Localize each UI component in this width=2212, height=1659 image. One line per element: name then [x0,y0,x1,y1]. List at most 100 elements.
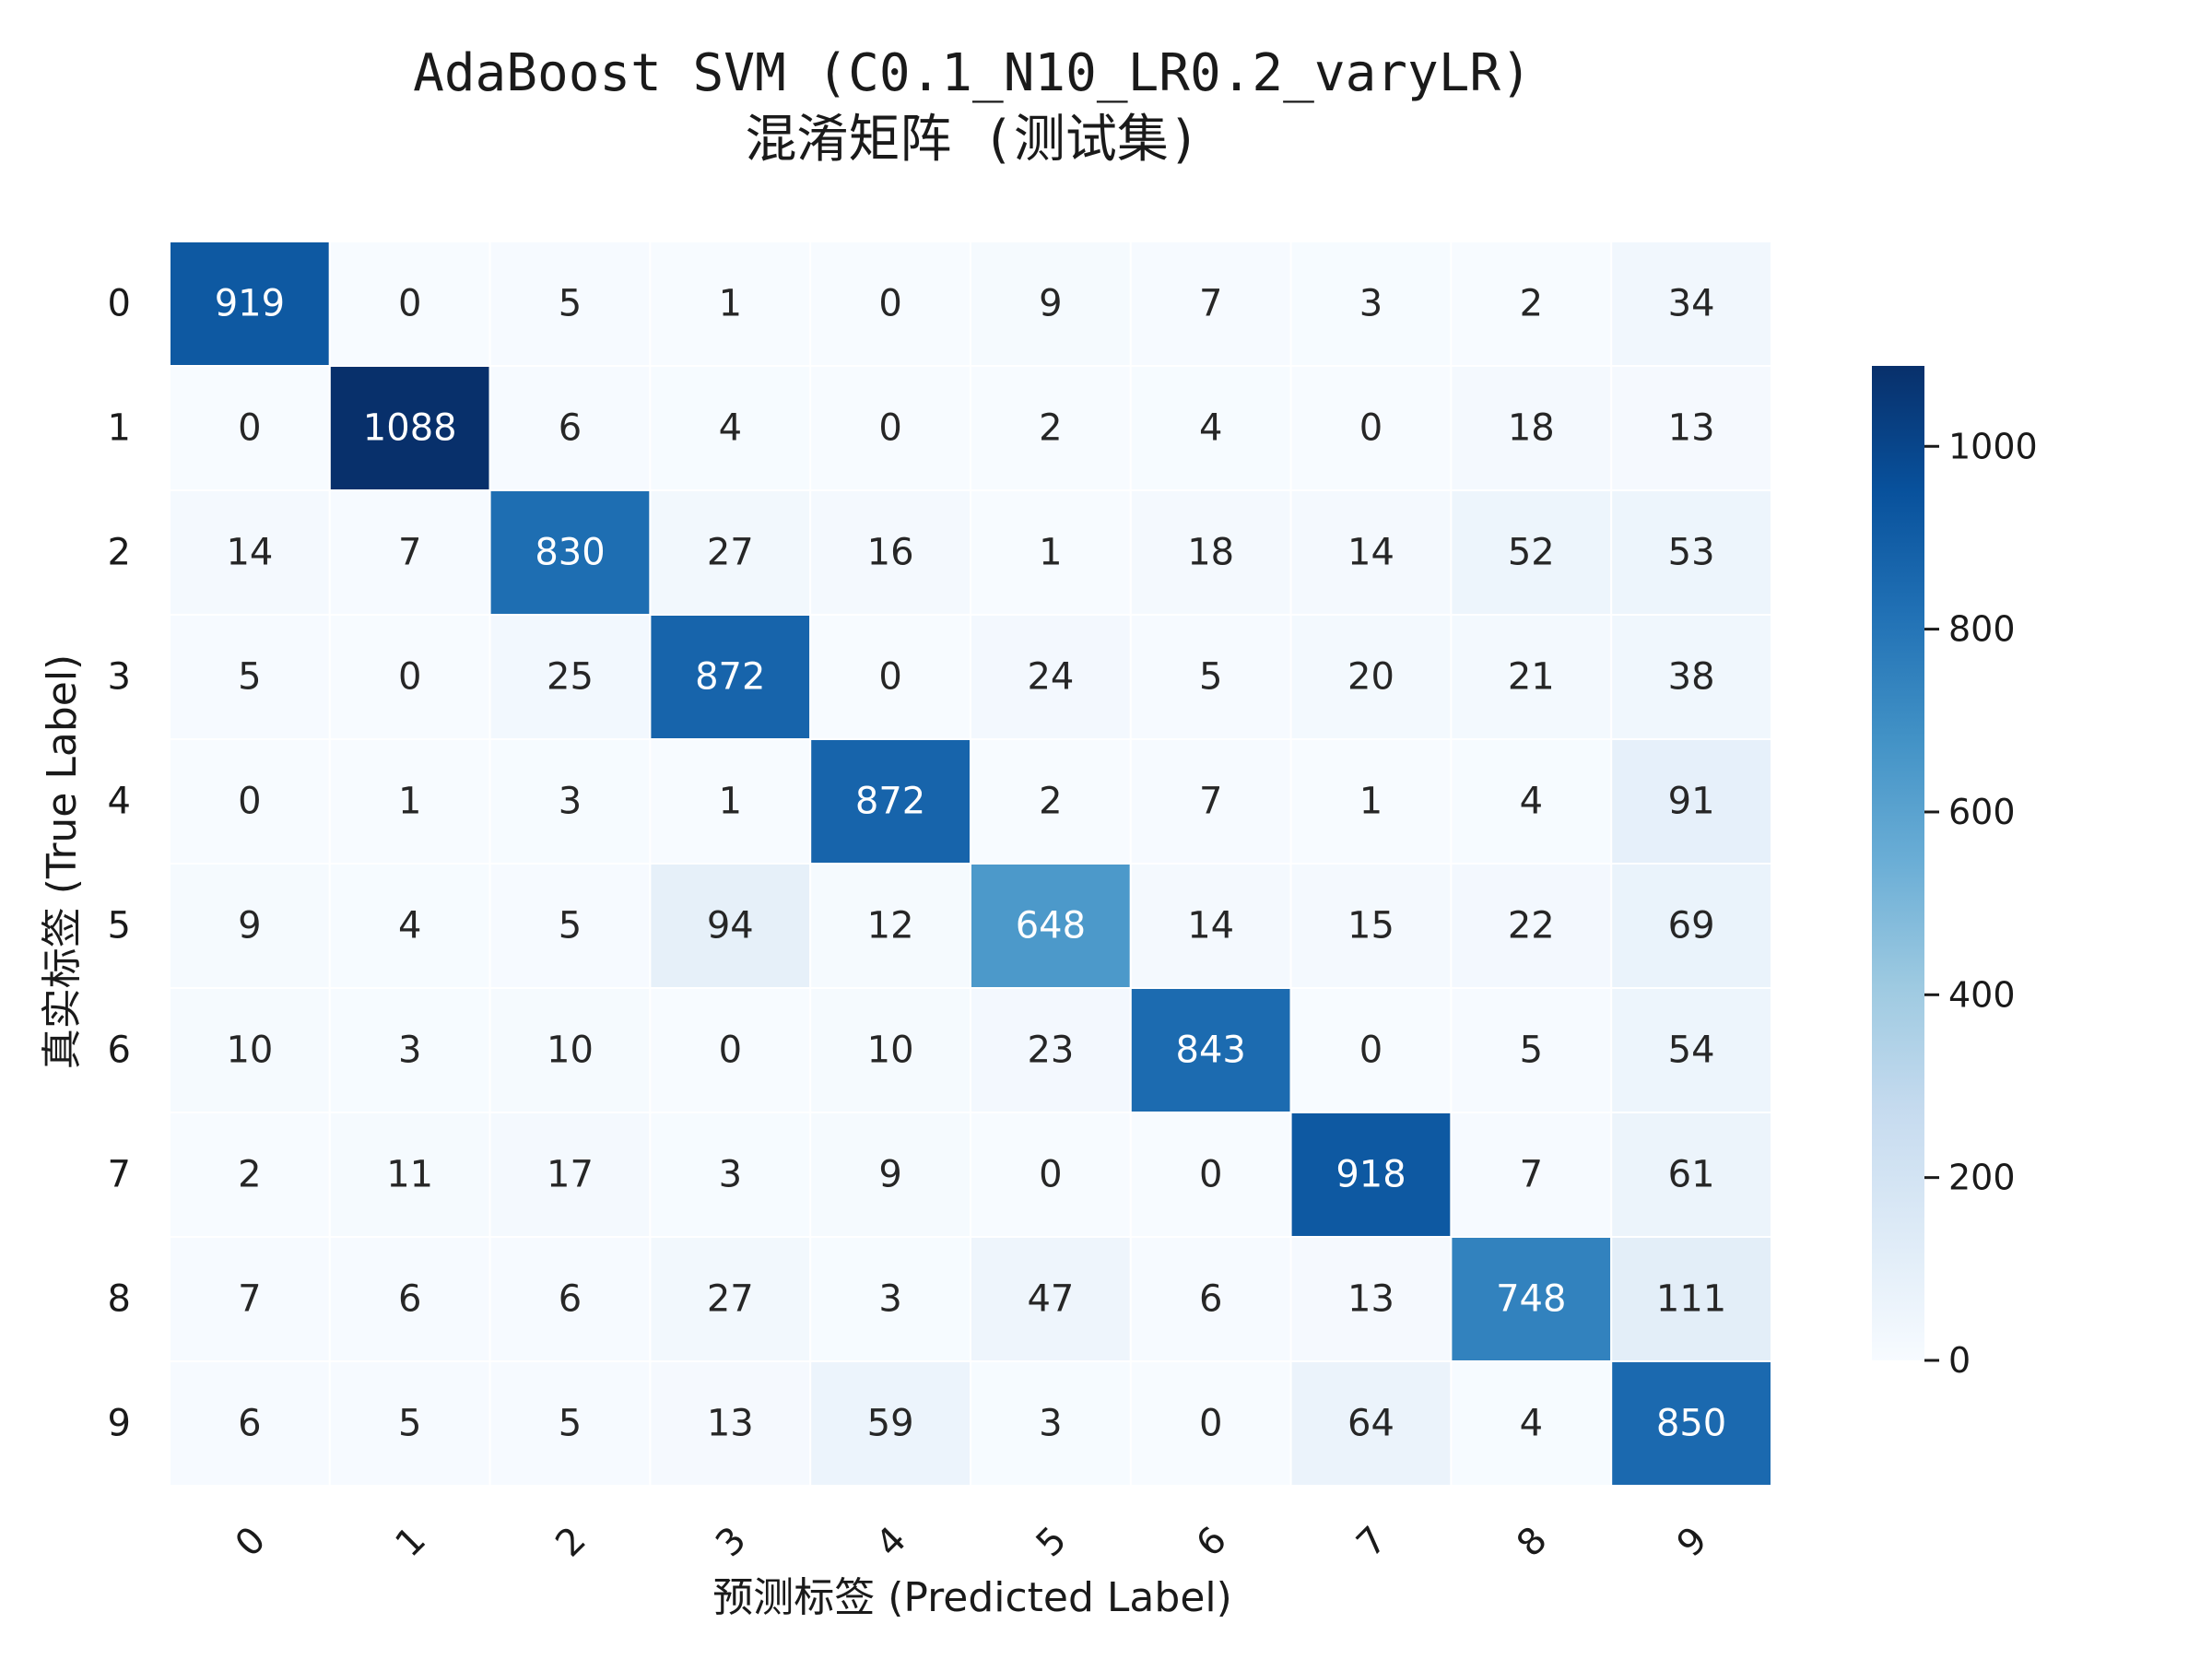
cell-value-r0-c9: 34 [1668,283,1715,325]
heatmap-cell-r3-c6 [1129,614,1292,740]
heatmap-cell-r8-c7 [1289,1236,1453,1362]
heatmap-cell-r4-c7 [1289,738,1453,865]
heatmap-cell-r9-c6 [1129,1360,1292,1487]
cell-value-r5-c7: 15 [1347,905,1394,947]
cell-value-r5-c1: 4 [398,905,421,947]
x-tick-label-0: 0 [228,1519,275,1566]
cell-value-r0-c6: 7 [1199,283,1222,325]
heatmap-cell-r8-c8 [1450,1236,1613,1362]
cell-value-r2-c4: 16 [867,532,914,574]
cell-value-r1-c2: 6 [559,407,582,450]
colorbar-tick-label-3: 600 [1948,792,2016,832]
cell-value-r1-c1: 1088 [363,407,457,450]
cell-value-r5-c2: 5 [559,905,582,947]
cell-value-r0-c5: 9 [1039,283,1062,325]
heatmap-cell-r6-c6 [1129,987,1292,1113]
cell-value-r7-c9: 61 [1668,1154,1715,1196]
heatmap-cell-r5-c0 [169,863,331,989]
x-tick-label-7: 7 [1348,1519,1395,1566]
colorbar-tick-label-0: 0 [1948,1340,1971,1381]
cell-value-r9-c4: 59 [867,1403,914,1445]
heatmap-cell-r7-c3 [649,1112,812,1238]
heatmap-cell-r6-c3 [649,987,812,1113]
cell-value-r6-c8: 5 [1520,1030,1543,1072]
cell-value-r3-c7: 20 [1347,656,1394,699]
cell-value-r9-c2: 5 [559,1403,582,1445]
cell-value-r6-c7: 0 [1359,1030,1382,1072]
cell-value-r2-c2: 830 [535,532,605,574]
heatmap-cell-r4-c8 [1450,738,1613,865]
cell-value-r1-c5: 2 [1039,407,1062,450]
cell-value-r6-c9: 54 [1668,1030,1715,1072]
cell-value-r3-c1: 0 [398,656,421,699]
y-axis-label: 真实标签 (True Label) [39,654,86,1069]
heatmap-cell-r2-c6 [1129,489,1292,616]
heatmap-cell-r0-c3 [649,241,812,367]
heatmap-cell-r9-c3 [649,1360,812,1487]
heatmap-cell-r4-c2 [488,738,652,865]
y-tick-label-5: 5 [108,905,131,947]
heatmap-cell-r3-c5 [970,614,1132,740]
y-tick-label-8: 8 [108,1278,131,1321]
heatmap-cell-r1-c7 [1289,365,1453,491]
chart-title-line2: 混淆矩阵 (测试集) [745,110,1199,170]
cell-value-r8-c0: 7 [238,1278,261,1321]
heatmap-cell-r1-c8 [1450,365,1613,491]
heatmap-cell-r8-c6 [1129,1236,1292,1362]
cell-value-r9-c3: 13 [707,1403,754,1445]
cell-value-r0-c2: 5 [559,283,582,325]
heatmap-cell-r1-c9 [1610,365,1772,491]
x-tick-label-2: 2 [547,1519,594,1566]
heatmap-cell-r2-c7 [1289,489,1453,616]
cell-value-r9-c1: 5 [398,1403,421,1445]
cell-value-r9-c7: 64 [1347,1403,1394,1445]
heatmap-cell-r6-c8 [1450,987,1613,1113]
y-tick-label-3: 3 [108,656,131,699]
cell-value-r5-c5: 648 [1016,905,1086,947]
cell-value-r4-c2: 3 [559,781,582,823]
heatmap-cell-r2-c4 [809,489,972,616]
heatmap-cell-r5-c8 [1450,863,1613,989]
heatmap-cell-r9-c8 [1450,1360,1613,1487]
cell-value-r5-c4: 12 [867,905,914,947]
x-tick-label-8: 8 [1509,1519,1556,1566]
heatmap-cell-r0-c1 [328,241,491,367]
cell-value-r6-c5: 23 [1027,1030,1074,1072]
cell-value-r8-c8: 748 [1496,1278,1566,1321]
colorbar-ticks: 0 200 400 600 800 1000 [1924,426,2038,1381]
heatmap-cell-r1-c3 [649,365,812,491]
cell-value-r1-c4: 0 [878,407,901,450]
cell-value-r2-c9: 53 [1668,532,1715,574]
chart-title-line1: AdaBoost SVM (C0.1_N10_LR0.2_varyLR) [413,43,1532,103]
cell-value-r3-c2: 25 [547,656,594,699]
cell-value-r5-c8: 22 [1508,905,1555,947]
heatmap-cell-r3-c0 [169,614,331,740]
y-tick-label-2: 2 [108,532,131,574]
cell-value-r3-c3: 872 [695,656,765,699]
cell-value-r7-c6: 0 [1199,1154,1222,1196]
x-tick-label-1: 1 [387,1519,434,1566]
cell-value-r1-c9: 13 [1668,407,1715,450]
cell-value-r1-c6: 4 [1199,407,1222,450]
heatmap-cell-r9-c9 [1610,1360,1772,1487]
heatmap-cell-r5-c5 [970,863,1132,989]
colorbar-tick-label-4: 800 [1948,609,2016,650]
cell-value-r7-c0: 2 [238,1154,261,1196]
heatmap-cell-r3-c4 [809,614,972,740]
cell-value-r3-c5: 24 [1027,656,1074,699]
cell-value-r9-c8: 4 [1520,1403,1543,1445]
cell-value-r0-c1: 0 [398,283,421,325]
heatmap-cell-r0-c9 [1610,241,1772,367]
cell-value-r9-c9: 850 [1656,1403,1726,1445]
heatmap-cell-r6-c0 [169,987,331,1113]
heatmap-cell-r9-c2 [488,1360,652,1487]
cell-value-r5-c9: 69 [1668,905,1715,947]
cell-value-r7-c2: 17 [547,1154,594,1196]
y-tick-label-7: 7 [108,1154,131,1196]
x-tick-label-3: 3 [708,1519,755,1566]
colorbar-tick-label-2: 400 [1948,974,2016,1015]
heatmap-cell-r7-c1 [328,1112,491,1238]
cell-value-r9-c6: 0 [1199,1403,1222,1445]
cell-value-r8-c7: 13 [1347,1278,1394,1321]
